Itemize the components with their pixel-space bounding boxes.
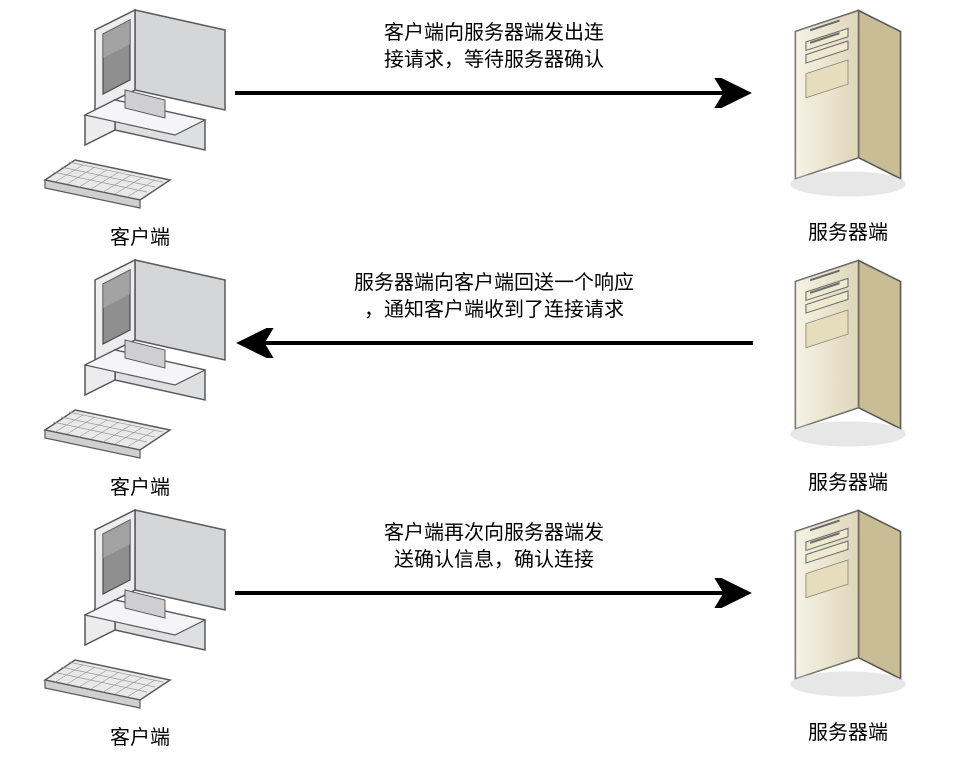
step-caption: 客户端再次向服务器端发 送确认信息，确认连接	[230, 520, 758, 578]
server-label: 服务器端	[758, 716, 938, 745]
client-node: 客户端	[40, 500, 240, 750]
arrow-left-icon	[230, 328, 758, 358]
step-caption: 服务器端向客户端回送一个响应 ，通知客户端收到了连接请求	[230, 270, 758, 328]
server-node: 服务器端	[758, 0, 938, 245]
server-tower-icon	[768, 250, 928, 455]
server-node: 服务器端	[758, 250, 938, 495]
server-node: 服务器端	[758, 500, 938, 745]
arrow-right-icon	[230, 578, 758, 608]
arrow-area: 客户端向服务器端发出连 接请求，等待服务器确认	[230, 20, 758, 150]
handshake-step-3: 客户端 客户端再次向服务器端发 送确认信息，确认连接服务器端	[0, 500, 978, 750]
step-caption: 客户端向服务器端发出连 接请求，等待服务器确认	[230, 20, 758, 78]
handshake-step-1: 客户端 客户端向服务器端发出连 接请求，等待服务器确认服务器端	[0, 0, 978, 250]
server-tower-icon	[768, 500, 928, 705]
arrow-area: 服务器端向客户端回送一个响应 ，通知客户端收到了连接请求	[230, 270, 758, 400]
client-node: 客户端	[40, 0, 240, 250]
client-label: 客户端	[40, 471, 240, 500]
server-label: 服务器端	[758, 466, 938, 495]
client-label: 客户端	[40, 221, 240, 250]
arrow-area: 客户端再次向服务器端发 送确认信息，确认连接	[230, 520, 758, 650]
client-computer-icon	[40, 0, 240, 210]
client-computer-icon	[40, 500, 240, 710]
server-tower-icon	[768, 0, 928, 205]
server-label: 服务器端	[758, 216, 938, 245]
client-computer-icon	[40, 250, 240, 460]
client-label: 客户端	[40, 721, 240, 750]
handshake-step-2: 客户端 服务器端向客户端回送一个响应 ，通知客户端收到了连接请求服务器端	[0, 250, 978, 500]
client-node: 客户端	[40, 250, 240, 500]
arrow-right-icon	[230, 78, 758, 108]
